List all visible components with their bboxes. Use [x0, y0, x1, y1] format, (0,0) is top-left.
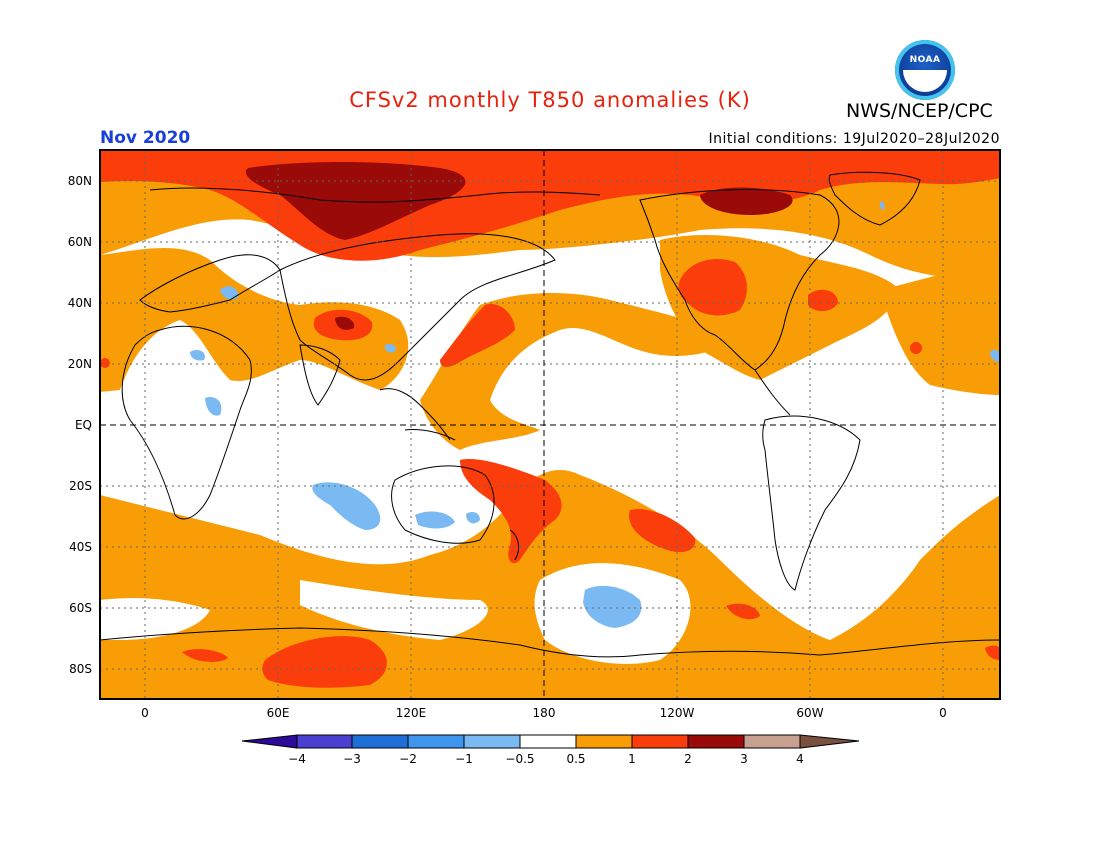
- colorbar-label: −0.5: [505, 752, 534, 766]
- colorbar-box: [631, 734, 689, 749]
- lat-label: 40N: [68, 296, 92, 310]
- lat-label: 40S: [69, 540, 92, 554]
- colorbar-box: [407, 734, 465, 749]
- colorbar-labels: −4 −3 −2 −1 −0.5 0.5 1 2 3 4: [288, 752, 804, 766]
- anomaly-arabia-blue: [190, 349, 205, 361]
- anomaly-antarctica-red-small: [182, 649, 228, 662]
- colorbar-label: −4: [288, 752, 306, 766]
- colorbar-label: −2: [399, 752, 417, 766]
- colorbar-arrow-high: [799, 734, 860, 749]
- map-title: CFSv2 monthly T850 anomalies (K): [349, 88, 751, 112]
- colorbar-box: [296, 734, 353, 749]
- anomaly-nwafrica-red: [910, 342, 922, 354]
- colorbar: [241, 734, 860, 749]
- anomaly-atlantic-blue: [990, 349, 1000, 362]
- anomaly-south-white-1: [300, 580, 488, 640]
- anomaly-asia-blue: [220, 286, 239, 300]
- anomaly-southpacific-blue: [583, 585, 642, 628]
- lon-label: 120E: [396, 706, 427, 720]
- coastlines: [100, 171, 1000, 658]
- anomaly-tibet-darkred: [335, 316, 355, 330]
- anomaly-drake-red: [726, 603, 760, 620]
- lon-label: 180: [533, 706, 556, 720]
- colorbar-label: 3: [740, 752, 748, 766]
- anomaly-eastantarctica-red: [262, 636, 387, 688]
- colorbar-box: [575, 734, 633, 749]
- lat-label: 60S: [69, 601, 92, 615]
- organization-label: NWS/NCEP/CPC: [846, 100, 993, 122]
- initial-conditions-label: Initial conditions: 19Jul2020–28Jul2020: [708, 131, 1000, 147]
- latitude-labels: 80N 60N 40N 20N EQ 20S 40S 60S 80S: [68, 174, 92, 676]
- lat-label: 60N: [68, 235, 92, 249]
- lon-label: 60E: [267, 706, 290, 720]
- lon-label: 60W: [796, 706, 823, 720]
- anomaly-southpacific-red: [629, 509, 696, 553]
- anomaly-westafrica-red: [100, 358, 110, 368]
- anomaly-australia-blue-2: [415, 511, 455, 529]
- colorbar-arrow-low: [241, 734, 298, 749]
- colorbar-label: 4: [796, 752, 804, 766]
- anomaly-eastusa-red: [808, 289, 838, 312]
- colorbar-box: [463, 734, 521, 749]
- noaa-logo-text: NOAA: [909, 55, 941, 65]
- colorbar-label: 2: [684, 752, 692, 766]
- valid-month-label: Nov 2020: [100, 128, 191, 148]
- colorbar-label: 0.5: [566, 752, 585, 766]
- colorbar-label: −1: [455, 752, 473, 766]
- anomaly-atlantic-orange: [880, 255, 1000, 395]
- anomaly-swpacific-red: [460, 459, 562, 564]
- longitude-labels: 0 60E 120E 180 120W 60W 0: [141, 706, 947, 720]
- lat-label: 80N: [68, 174, 92, 188]
- lat-label: 20S: [69, 479, 92, 493]
- colorbar-box: [687, 734, 745, 749]
- anomaly-westpacific-red: [440, 304, 515, 367]
- colorbar-box: [743, 734, 801, 749]
- anomaly-australia-blue: [312, 482, 381, 530]
- lat-label: 20N: [68, 357, 92, 371]
- colorbar-box: [351, 734, 409, 749]
- anomaly-bay-blue: [384, 343, 396, 353]
- anomaly-greenland-blue: [879, 201, 885, 210]
- colorbar-label: −3: [343, 752, 361, 766]
- lon-label: 0: [141, 706, 149, 720]
- lat-label: 80S: [69, 662, 92, 676]
- lon-label: 120W: [660, 706, 695, 720]
- noaa-logo-wave: [903, 70, 947, 92]
- anomaly-australia-blue-3: [466, 512, 480, 524]
- colorbar-label: 1: [628, 752, 636, 766]
- lat-label: EQ: [75, 418, 92, 432]
- map-field: [100, 150, 1000, 699]
- anomaly-africa-blue: [205, 396, 222, 416]
- lon-label: 0: [939, 706, 947, 720]
- anomaly-canada-darkred: [700, 187, 793, 215]
- map-frame: [99, 149, 1001, 700]
- anomaly-europe-orange: [100, 248, 409, 392]
- colorbar-box: [519, 734, 577, 749]
- anomaly-south-white-3: [100, 598, 210, 640]
- anomaly-westusa-red: [678, 259, 747, 316]
- anomaly-antarctica-red-east: [985, 645, 1000, 660]
- grid-lines: [100, 150, 1000, 699]
